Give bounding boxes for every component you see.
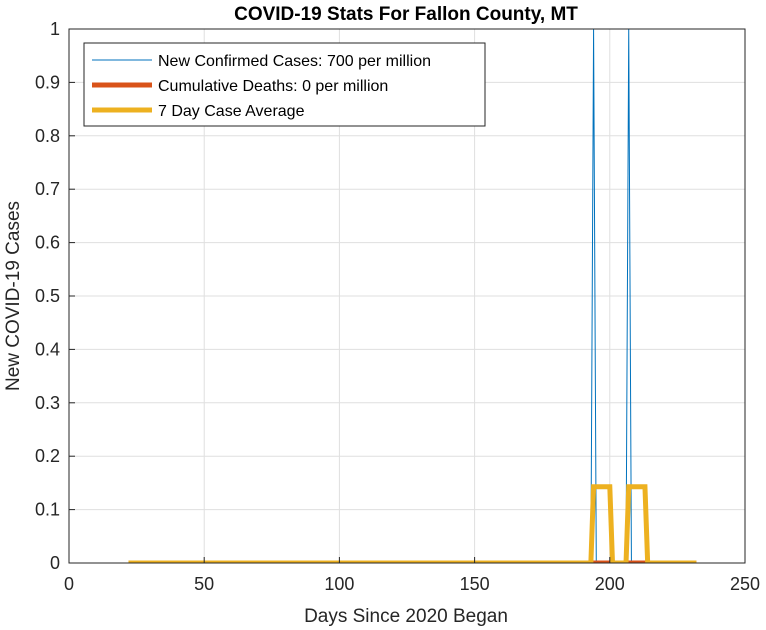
ticks: 0 50 100 150 200 250 0 0.1 0.2 0.3 0.4 0.5 0.6 0.7 0.8… <box>35 19 760 594</box>
x-tick-label: 150 <box>460 574 490 594</box>
y-tick-label: 1 <box>50 19 60 39</box>
x-tick-label: 250 <box>730 574 760 594</box>
legend-label: Cumulative Deaths: 0 per million <box>158 78 388 95</box>
y-tick-label: 0.5 <box>35 286 60 306</box>
y-tick-label: 0.6 <box>35 233 60 253</box>
x-tick-label: 50 <box>194 574 214 594</box>
y-tick-label: 0.8 <box>35 126 60 146</box>
legend: New Confirmed Cases: 700 per million Cumu… <box>83 42 486 127</box>
series-group <box>128 29 697 563</box>
y-tick-label: 0.1 <box>35 500 60 520</box>
x-tick-label: 0 <box>64 574 74 594</box>
y-tick-label: 0.3 <box>35 393 60 413</box>
x-tick-label: 100 <box>324 574 354 594</box>
series-line-1 <box>128 29 697 563</box>
legend-label: New Confirmed Cases: 700 per million <box>158 53 431 70</box>
series-layer <box>128 29 697 563</box>
y-tick-label: 0 <box>50 553 60 573</box>
y-tick-label: 0.7 <box>35 179 60 199</box>
y-tick-label: 0.4 <box>35 339 60 359</box>
y-axis-label: New COVID-19 Cases <box>3 201 24 391</box>
legend-label: 7 Day Case Average <box>158 103 305 120</box>
y-tick-label: 0.9 <box>35 72 60 92</box>
x-axis-label: Days Since 2020 Began <box>304 606 508 627</box>
y-tick-label: 0.2 <box>35 446 60 466</box>
chart-title: COVID-19 Stats For Fallon County, MT <box>234 4 578 25</box>
series-line-3 <box>128 484 697 563</box>
x-tick-label: 200 <box>595 574 625 594</box>
